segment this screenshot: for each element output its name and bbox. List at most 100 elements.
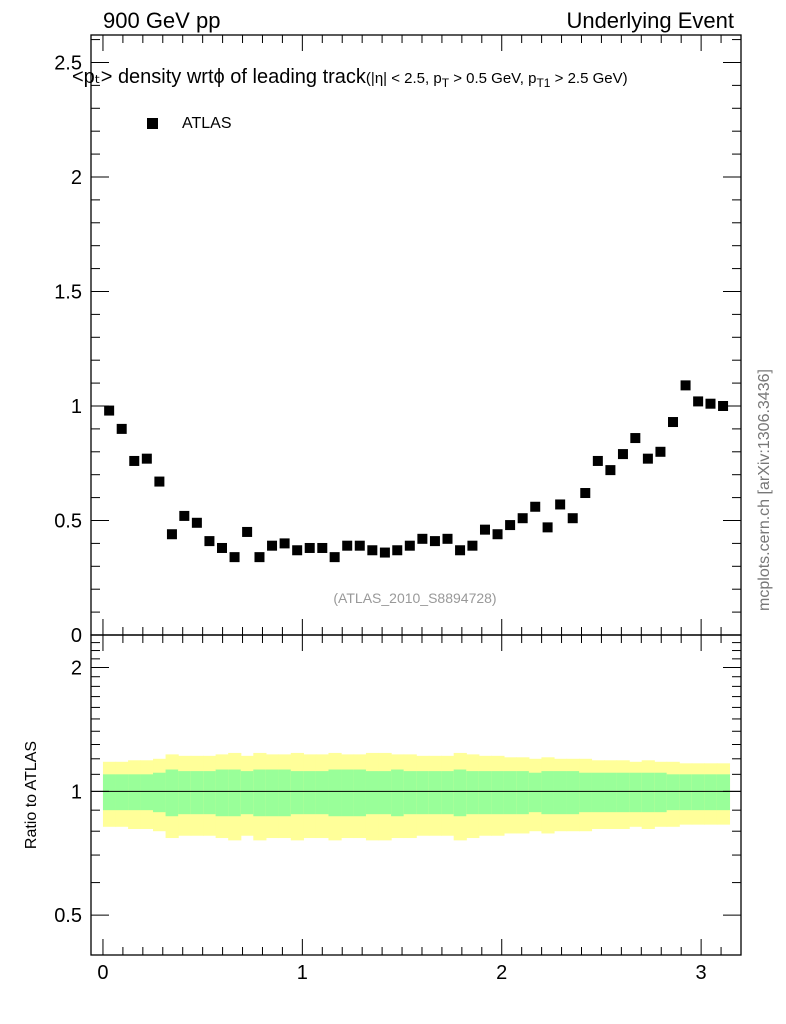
ratio-uncertainty-bands [102,752,731,841]
data-point [580,488,591,499]
ratio-band-green [666,774,680,811]
ratio-band-green [190,771,204,815]
data-point [492,529,503,540]
header-left-label: 900 GeV pp [103,8,221,33]
x-tick-label: 0 [97,962,108,984]
y-tick-label: 2.5 [54,52,82,74]
axis-tick-labels: 0 0.5 1 1.5 2 2.5 0 1 2 3 0.5 1 2 [54,52,706,984]
ratio-band-green [553,771,568,815]
ratio-band-green [654,772,668,813]
ratio-band-green [403,771,417,815]
ratio-band-green [253,769,267,817]
data-point [204,536,215,547]
ratio-band-green [453,769,467,817]
data-point [129,455,140,466]
title-cuts: (|η| < 2.5, pT > 0.5 GeV, pT1 > 2.5 GeV) [365,70,628,90]
ratio-band-green [165,769,179,817]
plot-title: <pₜ> density wrtϕ of leading track(|η| <… [72,64,628,90]
data-point [354,540,365,551]
ratio-band-green [579,772,593,813]
data-point [467,540,478,551]
ratio-band-green [315,771,330,815]
ratio-band-green [704,774,718,811]
y-tick-label: 2 [71,167,82,189]
data-point [592,455,603,466]
analysis-tag: (ATLAS_2010_S8894728) [333,590,497,606]
ratio-band-green [153,772,167,813]
ratio-band-green [604,772,618,813]
ratio-band-green [478,771,492,815]
legend-marker-square [147,118,158,129]
axis-ticks [91,35,742,956]
data-point [455,545,466,556]
data-point [216,542,227,553]
ratio-band-green [203,771,217,815]
plot-frames [90,34,742,956]
data-point [242,526,253,537]
ratio-band-green [516,771,530,815]
ratio-band-green [416,771,430,815]
ratio-band-green [115,774,129,811]
data-point [617,449,628,460]
ratio-y-tick-label: 0.5 [54,905,82,927]
data-point [104,405,115,416]
data-point [693,396,704,407]
ratio-y-axis-label: Ratio to ATLAS [23,740,40,850]
source-watermark: mcplots.cern.ch [arXiv:1306.3436] [756,369,773,611]
ratio-y-tick-label: 1 [71,781,82,803]
data-point [392,545,403,556]
ratio-band-green [528,772,543,813]
ratio-band-green [491,771,505,815]
data-point [191,517,202,528]
ratio-band-green [303,771,317,815]
data-point [542,522,553,533]
ratio-band-green [290,771,304,815]
data-point [417,533,428,544]
data-point [116,423,127,434]
ratio-band-green [240,771,254,815]
ratio-band-green [378,771,392,815]
data-point [279,538,290,549]
y-tick-label: 0 [71,625,82,647]
data-point [429,536,440,547]
ratio-band-green [629,772,643,813]
data-point [329,552,340,563]
ratio-band-green [541,771,555,815]
ratio-band-green [265,769,280,817]
data-point [605,465,616,476]
data-point [630,433,641,444]
header-right-label: Underlying Event [566,8,734,33]
data-point [642,453,653,464]
data-point [141,453,152,464]
y-tick-label: 0.5 [54,510,82,532]
data-point [367,545,378,556]
y-tick-label: 1 [71,396,82,418]
data-point [342,540,353,551]
ratio-band-green [102,774,117,811]
ratio-band-green [391,769,405,817]
data-point [655,446,666,457]
ratio-band-green [341,769,355,817]
data-point [668,417,679,428]
data-point [442,533,453,544]
ratio-band-green [716,774,731,811]
title-main: <pₜ> density wrtϕ of leading track [72,66,366,88]
data-point [404,540,415,551]
ratio-band-green [428,771,442,815]
ratio-band-green [215,769,229,817]
data-point [292,545,303,556]
data-point [317,542,328,553]
data-point [555,499,566,510]
data-point [517,513,528,524]
legend: ATLAS [147,115,232,133]
ratio-band-green [128,774,142,811]
ratio-band-green [140,774,154,811]
data-point [254,552,265,563]
legend-label: ATLAS [182,115,232,132]
data-point [379,547,390,558]
y-tick-label: 1.5 [54,281,82,303]
data-point [705,398,716,409]
ratio-band-green [466,771,480,815]
x-tick-label: 3 [696,962,707,984]
